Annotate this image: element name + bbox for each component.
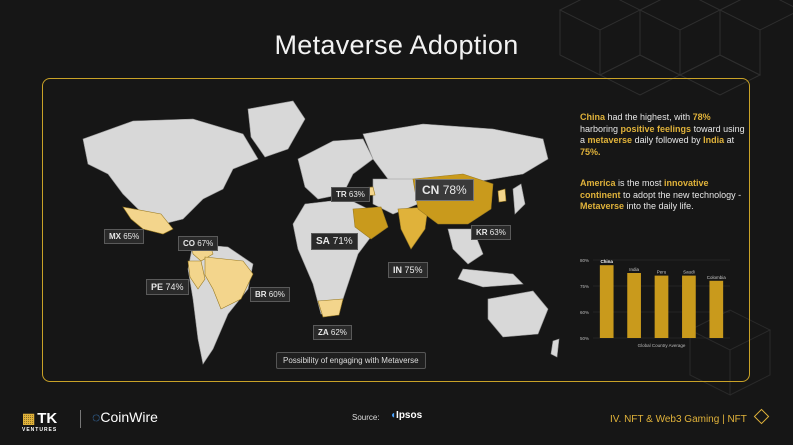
callout-in: IN 75% [388, 262, 428, 278]
saudi-arabia-shape [352, 206, 389, 240]
ipsos-logo: ◖Ipsos [390, 410, 423, 421]
south-africa-shape [317, 298, 344, 318]
coinwire-logo: ◌CoinWire [92, 409, 158, 425]
y-tick-label: 50% [580, 336, 589, 341]
grid-icon: ▦ [22, 410, 36, 426]
insight-america: America is the most innovative continent… [580, 178, 742, 211]
brazil-shape [204, 256, 254, 310]
y-tick-label: 80% [580, 258, 589, 263]
peru-shape [187, 260, 206, 290]
callout-cn: CN 78% [415, 179, 474, 201]
insight-china-india: China had the highest, with 78% harborin… [580, 112, 745, 157]
y-tick-label: 60% [580, 310, 589, 315]
bar-peru [654, 275, 669, 338]
russia-shape [362, 123, 549, 185]
bar-colombia [709, 280, 724, 338]
bar-saudi [682, 275, 696, 338]
bar-china [599, 265, 614, 338]
y-tick-label: 75% [580, 284, 589, 289]
korea-shape [497, 188, 507, 203]
country-bar-chart: 80% 75% 60% 50% China India Peru Saudi Colombia G… [580, 258, 730, 348]
coinwire-icon: ◌ [92, 409, 101, 425]
world-map [82, 100, 560, 365]
content-frame [42, 78, 750, 382]
new-zealand-shape [550, 338, 560, 358]
map-caption: Possibility of engaging with Metaverse [276, 352, 426, 369]
tk-ventures-logo: ▦ TK VENTURES [22, 410, 58, 433]
ipsos-icon: ◖ [390, 410, 397, 421]
bar-india [627, 273, 641, 338]
callout-kr: KR 63% [471, 225, 511, 240]
footer-divider [80, 410, 81, 428]
callout-pe: PE 74% [146, 279, 189, 295]
callout-br: BR 60% [250, 287, 290, 302]
europe-shape [297, 138, 374, 200]
callout-tr: TR 63% [331, 187, 370, 202]
mexico-shape [122, 206, 174, 235]
category-label: India [629, 267, 639, 272]
category-label: China [600, 259, 613, 264]
greenland-shape [247, 100, 306, 158]
north-america-shape [82, 118, 259, 225]
callout-za: ZA 62% [313, 325, 352, 340]
section-label: IV. NFT & Web3 Gaming | NFT [610, 408, 769, 425]
indonesia-shape [457, 268, 524, 288]
australia-shape [487, 290, 549, 338]
japan-shape [512, 183, 526, 215]
category-label: Saudi [683, 270, 695, 275]
category-label: Colombia [707, 275, 727, 280]
callout-co: CO 67% [178, 236, 219, 251]
callout-mx: MX 65% [104, 229, 145, 244]
page-title: Metaverse Adoption [274, 30, 519, 60]
category-label: Peru [657, 270, 667, 275]
source-label: Source: [352, 413, 380, 422]
callout-sa: SA 71% [311, 233, 358, 250]
diamond-icon [753, 408, 769, 425]
x-axis-label: Global Country Average [638, 343, 686, 348]
